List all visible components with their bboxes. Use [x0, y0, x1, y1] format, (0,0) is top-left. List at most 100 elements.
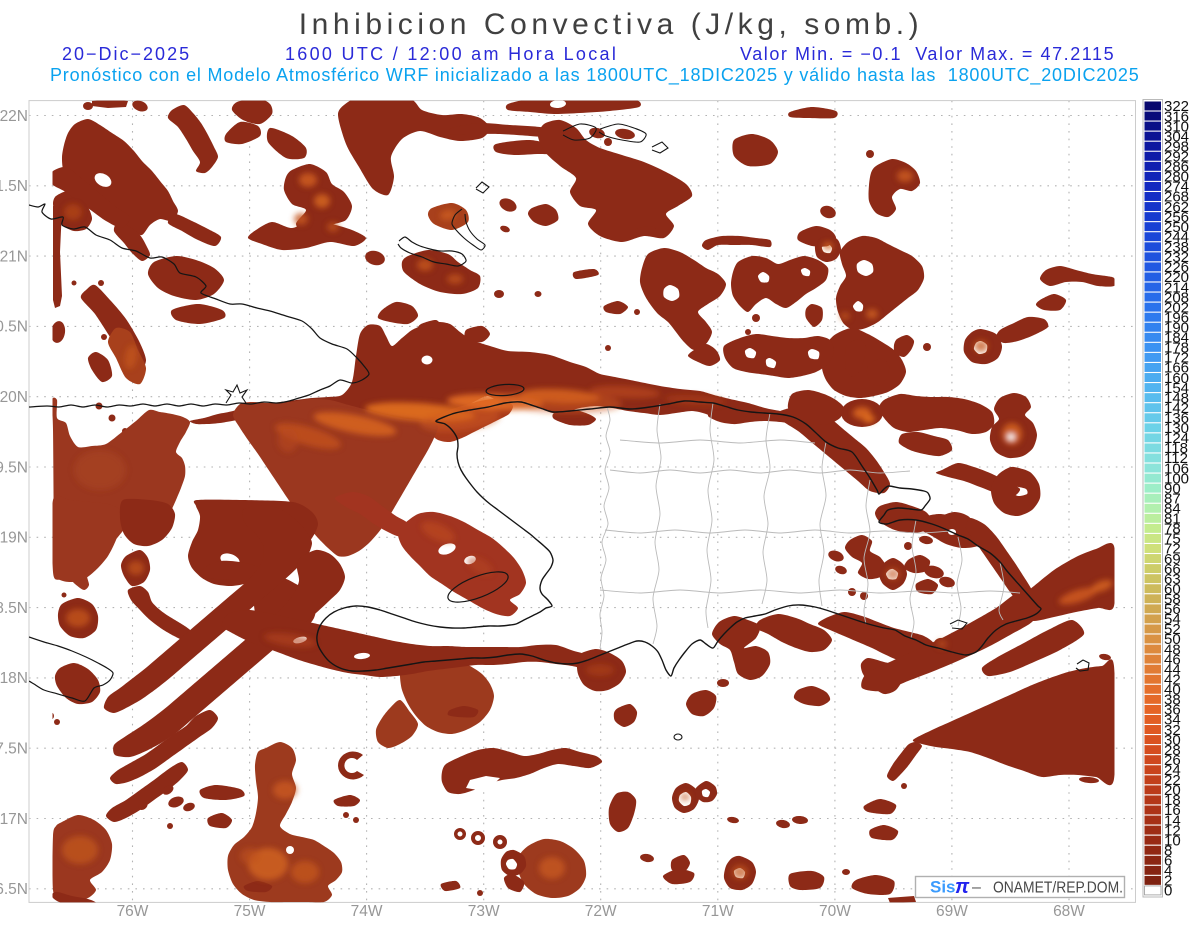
svg-text:52: 52 — [1164, 621, 1181, 638]
svg-text:ONAMET/REP.DOM.: ONAMET/REP.DOM. — [993, 880, 1123, 897]
svg-text:6.5N: 6.5N — [0, 881, 28, 898]
svg-text:1.5N: 1.5N — [0, 178, 28, 195]
svg-text:72W: 72W — [585, 903, 617, 920]
svg-text:36: 36 — [1164, 702, 1181, 719]
svg-text:42: 42 — [1164, 672, 1181, 689]
svg-text:130: 130 — [1164, 420, 1189, 437]
svg-text:14: 14 — [1164, 812, 1181, 829]
svg-text:Pronóstico con el Modelo Atmos: Pronóstico con el Modelo Atmosférico WRF… — [50, 65, 1140, 86]
svg-text:238: 238 — [1164, 239, 1189, 256]
svg-text:68W: 68W — [1053, 903, 1085, 920]
svg-text:184: 184 — [1164, 330, 1189, 347]
svg-text:142: 142 — [1164, 400, 1189, 417]
svg-text:44: 44 — [1164, 661, 1181, 678]
svg-text:148: 148 — [1164, 390, 1189, 407]
svg-text:Valor Min. = −0.1 Valor Max.: Valor Min. = −0.1 Valor Max. = 47.2115 — [740, 44, 1115, 64]
svg-text:0.5N: 0.5N — [0, 319, 28, 336]
svg-text:280: 280 — [1164, 169, 1189, 186]
svg-text:256: 256 — [1164, 209, 1189, 226]
svg-text:298: 298 — [1164, 139, 1189, 156]
svg-text:208: 208 — [1164, 289, 1189, 306]
svg-text:69: 69 — [1164, 551, 1181, 568]
svg-text:16: 16 — [1164, 802, 1181, 819]
svg-text:20N: 20N — [0, 389, 28, 406]
svg-text:–: – — [972, 879, 981, 896]
svg-text:22N: 22N — [0, 108, 28, 125]
svg-text:20: 20 — [1164, 782, 1181, 799]
svg-text:84: 84 — [1164, 501, 1181, 518]
svg-text:38: 38 — [1164, 692, 1181, 709]
svg-text:π: π — [955, 876, 970, 898]
svg-text:118: 118 — [1164, 440, 1188, 457]
svg-text:106: 106 — [1164, 460, 1189, 477]
svg-text:46: 46 — [1164, 651, 1181, 668]
svg-text:20−Dic−2025: 20−Dic−2025 — [62, 44, 191, 64]
svg-text:190: 190 — [1164, 320, 1189, 337]
svg-text:10: 10 — [1164, 832, 1181, 849]
svg-text:40: 40 — [1164, 682, 1181, 699]
svg-text:154: 154 — [1164, 380, 1189, 397]
svg-text:100: 100 — [1164, 470, 1189, 487]
svg-text:17N: 17N — [0, 811, 28, 828]
svg-text:30: 30 — [1164, 732, 1181, 749]
svg-text:196: 196 — [1164, 309, 1189, 326]
svg-text:0: 0 — [1164, 883, 1172, 900]
svg-text:34: 34 — [1164, 712, 1181, 729]
svg-text:32: 32 — [1164, 722, 1181, 739]
svg-text:2: 2 — [1164, 873, 1172, 890]
svg-text:69W: 69W — [936, 903, 968, 920]
svg-text:4: 4 — [1164, 863, 1172, 880]
svg-text:73W: 73W — [468, 903, 500, 920]
svg-text:58: 58 — [1164, 591, 1181, 608]
svg-text:66: 66 — [1164, 561, 1181, 578]
svg-text:202: 202 — [1164, 299, 1189, 316]
svg-text:262: 262 — [1164, 199, 1189, 216]
svg-text:48: 48 — [1164, 641, 1181, 658]
svg-text:54: 54 — [1164, 611, 1181, 628]
svg-text:124: 124 — [1164, 430, 1189, 447]
svg-text:Inhibicion Convectiva (J/kg, s: Inhibicion Convectiva (J/kg, somb.) — [299, 8, 923, 41]
svg-text:12: 12 — [1164, 822, 1181, 839]
svg-text:90: 90 — [1164, 480, 1181, 497]
svg-text:226: 226 — [1164, 259, 1189, 276]
svg-text:74W: 74W — [351, 903, 383, 920]
svg-text:9.5N: 9.5N — [0, 459, 28, 476]
svg-text:78: 78 — [1164, 521, 1181, 538]
svg-text:21N: 21N — [0, 248, 28, 265]
svg-text:274: 274 — [1164, 179, 1189, 196]
svg-text:286: 286 — [1164, 159, 1189, 176]
svg-text:232: 232 — [1164, 249, 1189, 266]
svg-text:56: 56 — [1164, 601, 1181, 618]
svg-text:304: 304 — [1164, 128, 1189, 145]
svg-text:1600 UTC / 12:00 am Hora Local: 1600 UTC / 12:00 am Hora Local — [285, 44, 618, 64]
svg-text:22: 22 — [1164, 772, 1181, 789]
svg-text:220: 220 — [1164, 269, 1189, 286]
svg-text:316: 316 — [1164, 108, 1189, 125]
svg-text:75: 75 — [1164, 531, 1181, 548]
svg-text:166: 166 — [1164, 360, 1189, 377]
svg-text:71W: 71W — [702, 903, 734, 920]
svg-text:76W: 76W — [117, 903, 149, 920]
svg-text:160: 160 — [1164, 370, 1189, 387]
svg-text:75W: 75W — [234, 903, 266, 920]
svg-text:136: 136 — [1164, 410, 1189, 427]
svg-text:72: 72 — [1164, 541, 1181, 558]
svg-text:7.5N: 7.5N — [0, 741, 28, 758]
svg-text:292: 292 — [1164, 149, 1189, 166]
svg-text:87: 87 — [1164, 490, 1181, 507]
svg-text:214: 214 — [1164, 279, 1189, 296]
svg-text:250: 250 — [1164, 219, 1189, 236]
svg-text:178: 178 — [1164, 340, 1189, 357]
svg-text:18N: 18N — [0, 670, 28, 687]
svg-text:70W: 70W — [819, 903, 851, 920]
svg-text:6: 6 — [1164, 853, 1172, 870]
svg-text:18: 18 — [1164, 792, 1181, 809]
svg-text:19N: 19N — [0, 530, 28, 547]
svg-text:8: 8 — [1164, 842, 1172, 859]
svg-text:63: 63 — [1164, 571, 1181, 588]
svg-text:8.5N: 8.5N — [0, 600, 28, 617]
svg-text:172: 172 — [1164, 350, 1189, 367]
svg-text:Sis: Sis — [930, 878, 956, 897]
svg-text:244: 244 — [1164, 229, 1189, 246]
svg-text:28: 28 — [1164, 742, 1181, 759]
